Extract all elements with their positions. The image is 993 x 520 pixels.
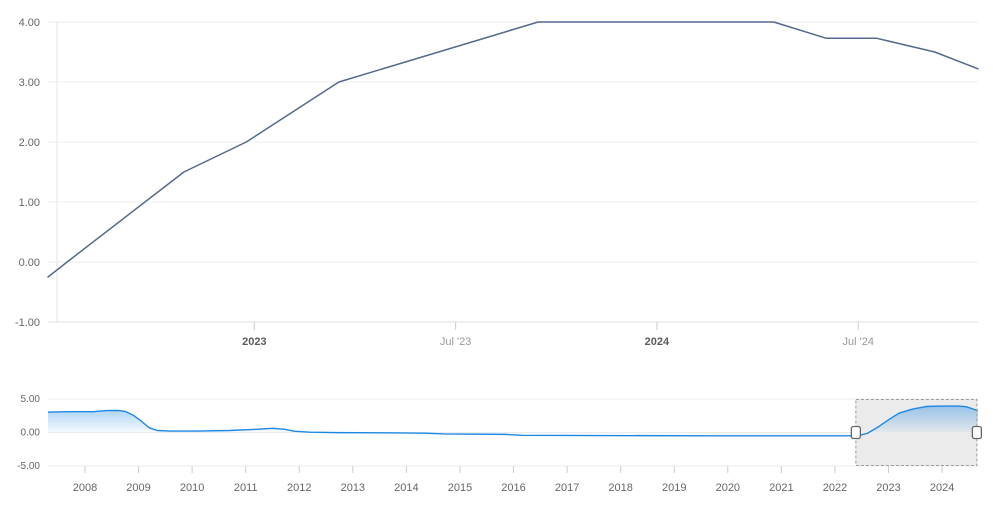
main-y-axis-label: -1.00	[15, 317, 40, 329]
navigator-x-axis-label: 2012	[287, 482, 311, 494]
navigator-x-axis-label: 2014	[394, 482, 418, 494]
navigator-x-axis-label: 2017	[555, 482, 579, 494]
main-x-axis-label: Jul '23	[440, 336, 471, 348]
navigator-y-axis-label: 0.00	[21, 428, 41, 439]
main-chart: 4.00 3.00 2.00 1.00 0.00 -1.00 2023 Jul '23 2024…	[15, 17, 979, 348]
navigator-x-axis-label: 2022	[823, 482, 847, 494]
main-x-axis-label: Jul '24	[843, 336, 874, 348]
navigator-x-axis-label: 2023	[876, 482, 900, 494]
main-plot-area[interactable]	[48, 22, 978, 322]
main-y-axis-label: 3.00	[19, 77, 40, 89]
navigator-x-axis-label: 2010	[180, 482, 204, 494]
navigator-x-axis-label: 2019	[662, 482, 686, 494]
navigator-x-axis-label: 2011	[234, 482, 258, 494]
main-y-axis-label: 1.00	[19, 197, 40, 209]
main-x-axis-label: 2023	[242, 336, 266, 348]
navigator-x-axis-label: 2015	[448, 482, 472, 494]
navigator-track[interactable]	[48, 399, 978, 466]
navigator-series-line	[47, 405, 979, 437]
navigator-x-axis-label: 2024	[930, 482, 954, 494]
main-series-line	[47, 21, 979, 278]
navigator-x-axis-label: 2018	[608, 482, 632, 494]
main-x-axis-label: 2024	[645, 336, 670, 348]
navigator-y-axis-label: -5.00	[17, 461, 40, 472]
navigator-x-axis-label: 2021	[769, 482, 793, 494]
main-y-axis-label: 4.00	[19, 17, 40, 29]
main-y-axis-label: 0.00	[19, 257, 40, 269]
navigator: 5.00 0.00 -5.00 2008 2009 2010 2011 2012 2013 201…	[17, 394, 983, 494]
navigator-handle-right[interactable]	[971, 425, 983, 440]
navigator-handle-left[interactable]	[850, 425, 862, 440]
navigator-x-axis-label: 2016	[501, 482, 525, 494]
main-y-axis-label: 2.00	[19, 137, 40, 149]
navigator-x-axis-label: 2009	[126, 482, 150, 494]
navigator-x-axis-label: 2013	[341, 482, 365, 494]
navigator-x-axis-label: 2008	[73, 482, 97, 494]
navigator-x-axis-label: 2020	[716, 482, 740, 494]
navigator-y-axis-label: 5.00	[21, 394, 41, 405]
